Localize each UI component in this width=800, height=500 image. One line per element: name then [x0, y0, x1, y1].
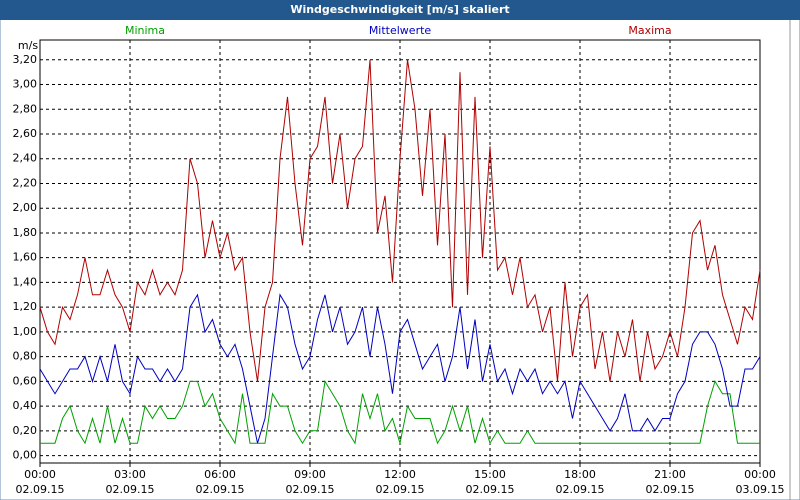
y-tick-label: 0,60: [13, 374, 38, 387]
x-tick-date: 02.09.15: [106, 483, 155, 496]
x-tick-date: 02.09.15: [196, 483, 245, 496]
chart-title: Windgeschwindigkeit [m/s] skaliert: [290, 3, 509, 16]
y-tick-label: 0,80: [13, 350, 38, 363]
title-bar: [0, 0, 800, 20]
x-tick-date: 03.09.15: [736, 483, 785, 496]
y-tick-label: 1,60: [13, 251, 38, 264]
y-tick-label: 0,00: [13, 449, 38, 462]
x-tick-label: 06:00: [204, 468, 236, 481]
y-tick-label: 3,00: [13, 78, 38, 91]
x-tick-date: 02.09.15: [286, 483, 335, 496]
y-tick-label: 1,20: [13, 300, 38, 313]
y-tick-label: 0,20: [13, 424, 38, 437]
x-tick-date: 02.09.15: [646, 483, 695, 496]
y-unit: m/s: [18, 39, 38, 52]
x-tick-date: 02.09.15: [16, 483, 65, 496]
y-tick-label: 0,40: [13, 399, 38, 412]
x-tick-label: 21:00: [654, 468, 686, 481]
series-line: [39, 293, 761, 444]
y-tick-label: 2,00: [13, 201, 38, 214]
legend-entry: Mittelwerte: [369, 24, 432, 37]
x-tick-date: 02.09.15: [556, 483, 605, 496]
y-tick-label: 2,60: [13, 127, 38, 140]
x-tick-label: 03:00: [114, 468, 146, 481]
series-line: [40, 379, 760, 445]
x-tick-label: 00:00: [24, 468, 56, 481]
legend-entry: Minima: [125, 24, 165, 37]
x-tick-label: 15:00: [474, 468, 506, 481]
x-tick-label: 00:00: [744, 468, 776, 481]
legend-entry: Maxima: [628, 24, 671, 37]
y-tick-label: 1,80: [13, 226, 38, 239]
y-tick-label: 2,20: [13, 176, 38, 189]
y-tick-label: 1,40: [13, 275, 38, 288]
x-tick-label: 09:00: [294, 468, 326, 481]
y-tick-label: 3,20: [13, 53, 38, 66]
y-tick-label: 2,40: [13, 152, 38, 165]
series-line: [39, 59, 761, 382]
y-tick-label: 1,00: [13, 325, 38, 338]
x-tick-date: 02.09.15: [376, 483, 425, 496]
y-tick-label: 2,80: [13, 102, 38, 115]
x-tick-label: 18:00: [564, 468, 596, 481]
x-tick-date: 02.09.15: [466, 483, 515, 496]
x-tick-label: 12:00: [384, 468, 416, 481]
